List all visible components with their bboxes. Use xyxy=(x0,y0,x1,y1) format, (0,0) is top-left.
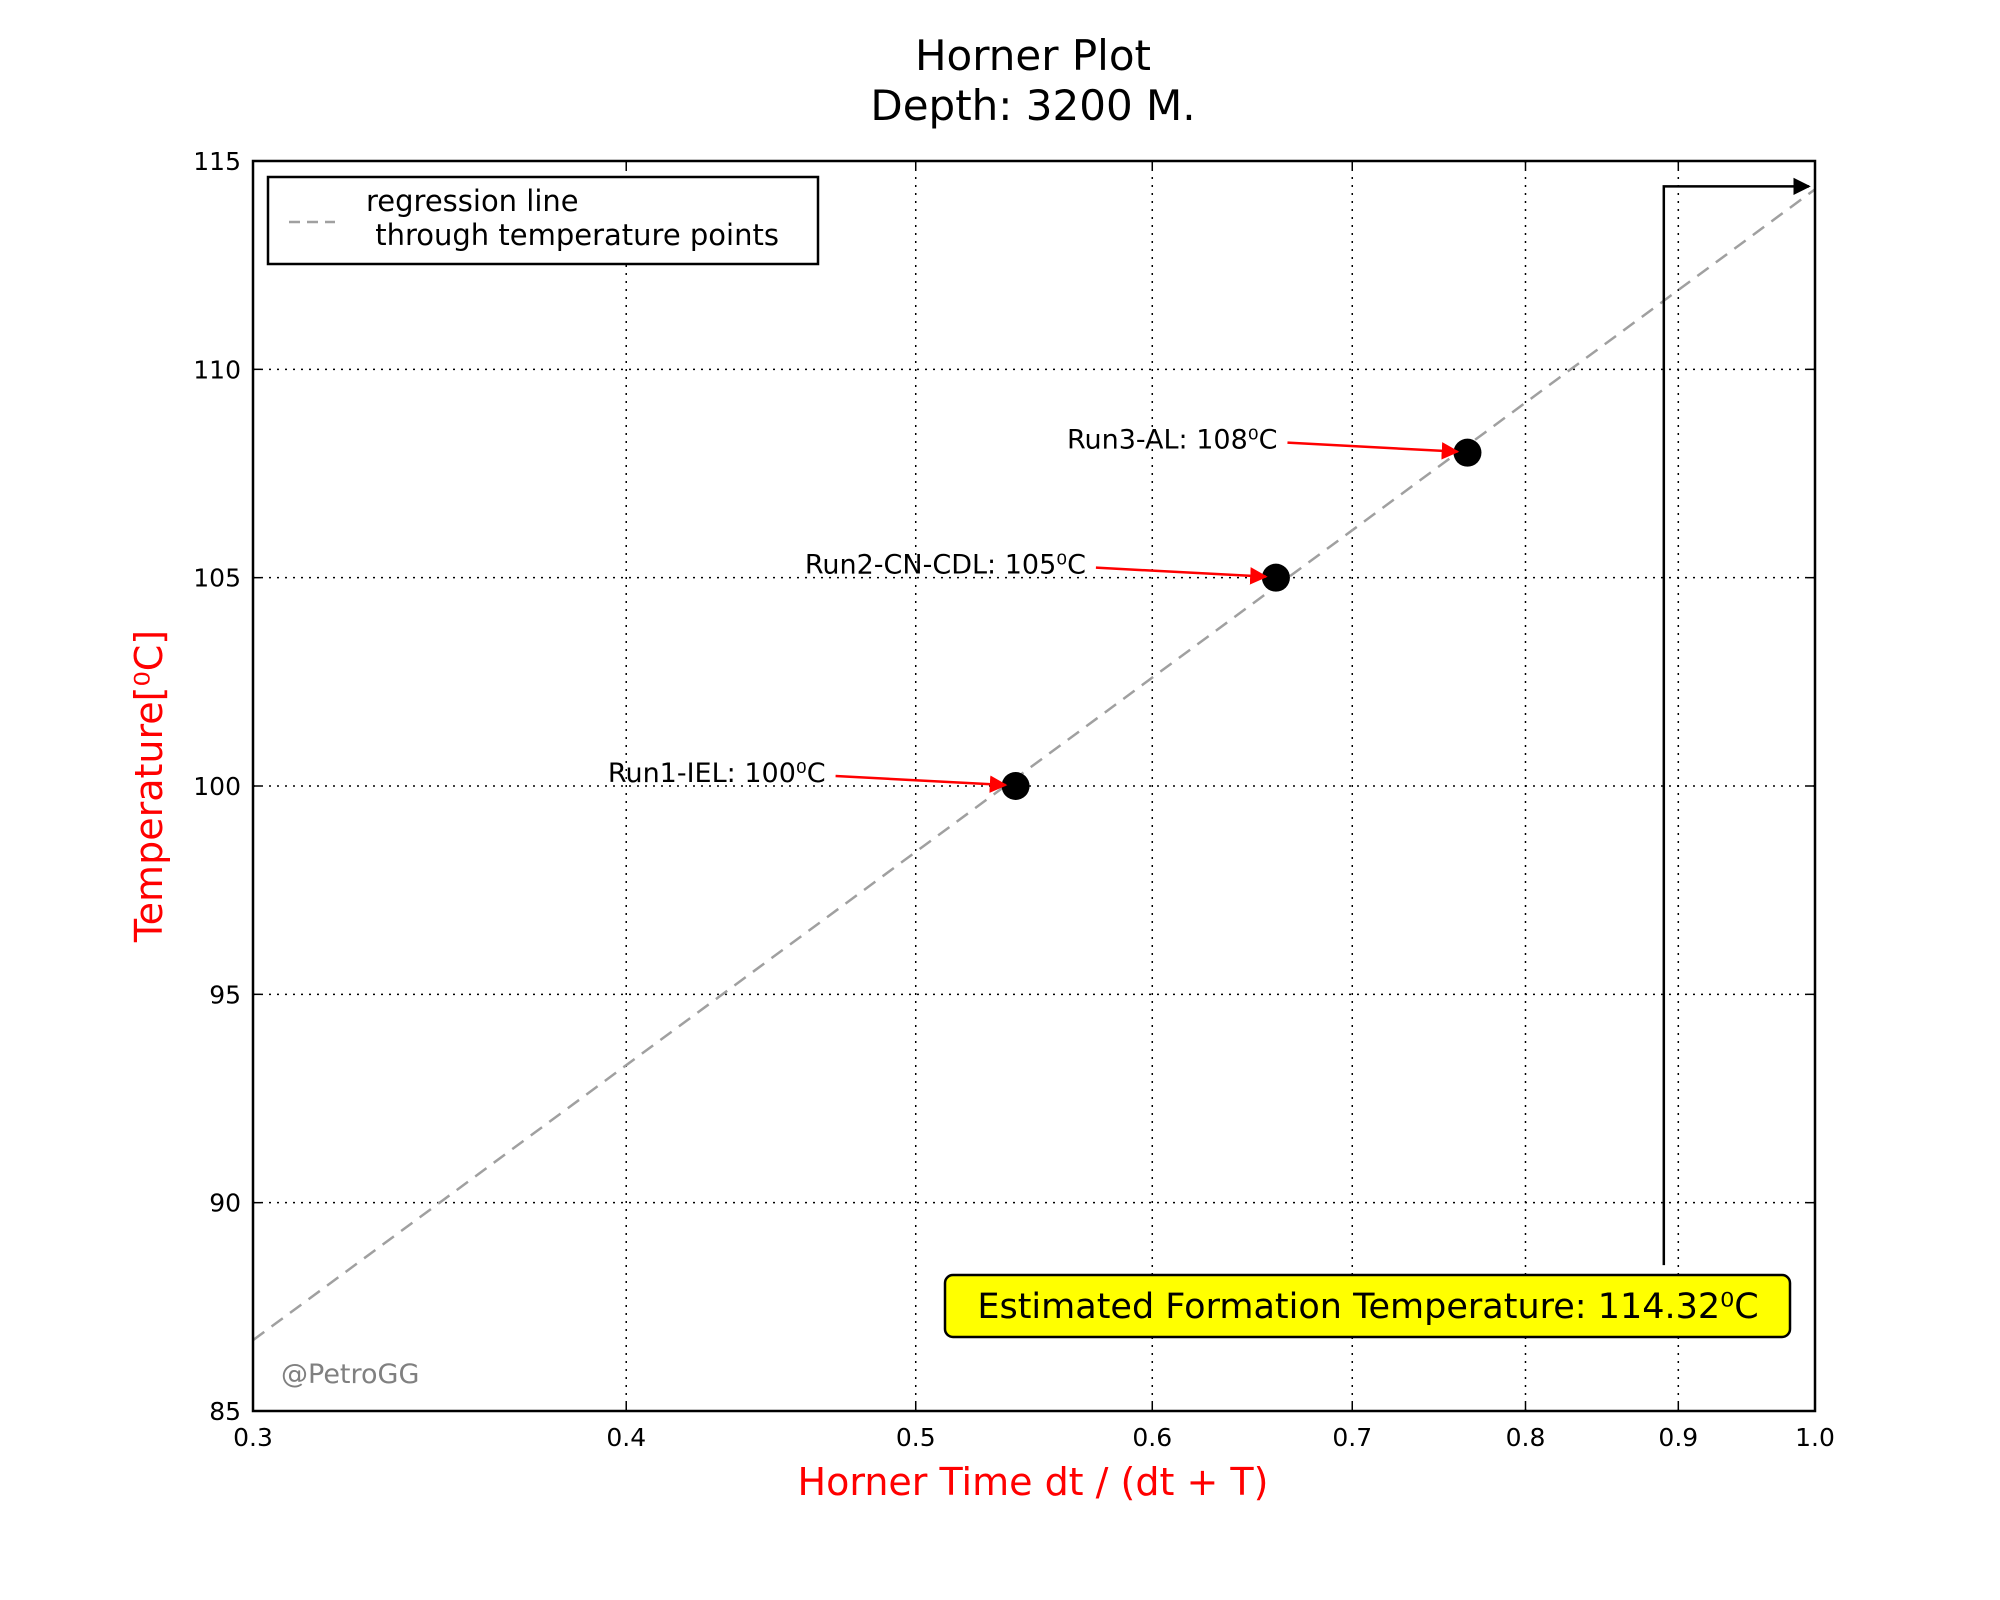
point-label: Run2-CN-CDL: 105⁰C xyxy=(805,550,1086,581)
temperature-point xyxy=(1001,772,1030,800)
x-tick-label: 0.6 xyxy=(1132,1423,1172,1452)
x-tick-label: 0.7 xyxy=(1332,1423,1372,1452)
legend-regression-label: regression line through temperature poin… xyxy=(366,184,779,252)
x-tick-label: 0.9 xyxy=(1658,1423,1698,1452)
chart-title: Horner Plot xyxy=(915,31,1151,80)
extrapolation-arrow xyxy=(1662,177,1811,1266)
formation-temperature-box xyxy=(943,1273,1792,1339)
chart-subtitle: Depth: 3200 M. xyxy=(870,81,1195,130)
data-points-layer xyxy=(1001,438,1482,800)
legend-box xyxy=(266,175,820,266)
point-arrow xyxy=(1287,441,1460,460)
y-tick-label: 115 xyxy=(193,147,241,176)
watermark: @PetroGG xyxy=(281,1359,419,1390)
grid-lines xyxy=(253,161,1815,1411)
formation-temperature-callout: Estimated Formation Temperature: 114.32⁰… xyxy=(943,1273,1792,1339)
regression-line xyxy=(252,188,1816,1342)
x-tick-label: 0.4 xyxy=(606,1423,646,1452)
point-label: Run3-AL: 108⁰C xyxy=(1067,425,1278,456)
axis-ticks: 0.3 0.4 0.5 0.6 0.7 0.8 0.9 1.0 85 90 95 100 105 110 1… xyxy=(193,147,1835,1452)
regression-layer xyxy=(252,188,1816,1342)
temperature-point xyxy=(1453,438,1482,467)
y-tick-label: 90 xyxy=(209,1189,241,1218)
y-tick-label: 110 xyxy=(193,355,241,384)
y-tick-label: 95 xyxy=(209,980,241,1009)
y-axis-label: Temperature[⁰C] xyxy=(127,630,171,943)
annotations-layer: Run1-IEL: 100⁰C Run2-CN-CDL: 105⁰C Run3-AL… xyxy=(608,177,1811,1266)
formation-temperature-label: Estimated Formation Temperature: 114.32⁰… xyxy=(977,1287,1758,1327)
legend: regression line through temperature poin… xyxy=(266,175,820,266)
legend-label-line: regression line xyxy=(366,184,579,218)
y-tick-label: 105 xyxy=(193,564,241,593)
x-tick-label: 0.3 xyxy=(233,1423,273,1452)
plot-frame xyxy=(251,159,1817,1413)
point-label: Run1-IEL: 100⁰C xyxy=(608,758,826,789)
y-tick-label: 100 xyxy=(193,772,241,801)
x-tick-label: 0.8 xyxy=(1506,1423,1546,1452)
temperature-point xyxy=(1261,563,1290,592)
point-arrow xyxy=(1095,566,1268,585)
x-tick-label: 0.5 xyxy=(896,1423,936,1452)
x-axis-label: Horner Time dt / (dt + T) xyxy=(798,1460,1269,1504)
x-tick-label: 1.0 xyxy=(1795,1423,1835,1452)
y-tick-label: 85 xyxy=(209,1397,241,1426)
point-arrow xyxy=(835,774,1008,793)
legend-label-line: through temperature points xyxy=(366,218,779,252)
